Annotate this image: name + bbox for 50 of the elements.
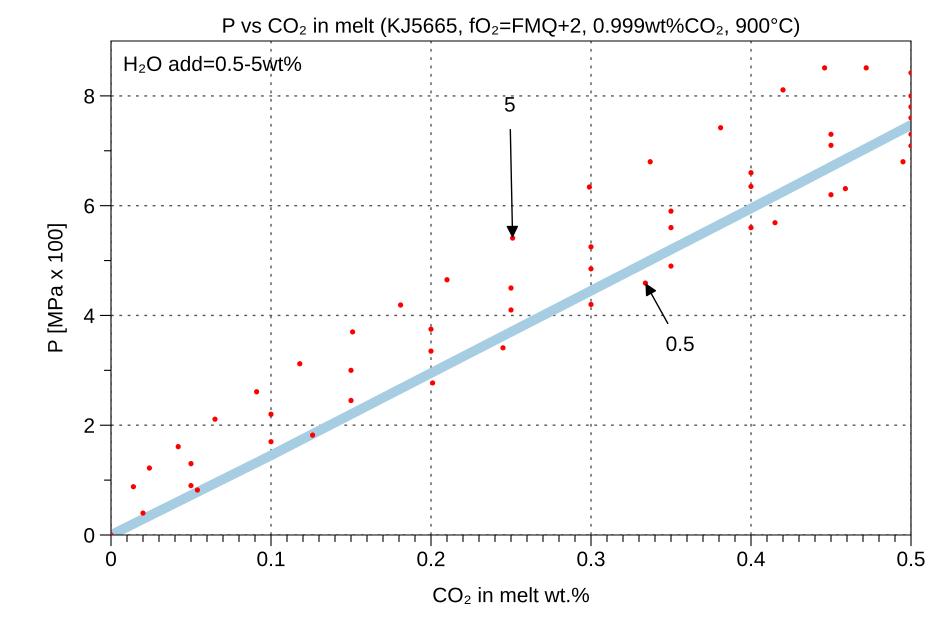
point [648, 159, 653, 164]
point [780, 87, 786, 92]
point [176, 444, 181, 450]
point [668, 263, 674, 269]
point [718, 125, 724, 130]
x-tick-label: 0 [106, 552, 116, 566]
x-tick-label: 0.3 [577, 552, 605, 566]
point [398, 302, 404, 308]
annotation: H₂O add=0.5-5wt% [124, 56, 302, 73]
point [668, 208, 674, 214]
x-tick-label: 0.5 [897, 552, 925, 566]
y-tick-label: 8 [84, 88, 94, 104]
point [822, 65, 828, 70]
point [668, 225, 674, 230]
point [188, 461, 194, 466]
point [194, 487, 200, 493]
point [500, 345, 506, 350]
point [188, 483, 194, 488]
y-tick-label: 2 [84, 418, 94, 433]
annotation: 5 [504, 97, 515, 112]
point [297, 361, 302, 366]
x-tick-label: 0.1 [257, 552, 284, 566]
y-tick-label: 0 [84, 528, 94, 543]
point [140, 510, 146, 516]
x-tick-label: 0.4 [737, 552, 765, 566]
point [348, 398, 354, 404]
point [444, 277, 450, 282]
point [772, 220, 778, 226]
point [864, 65, 869, 70]
point [212, 416, 218, 422]
point [828, 142, 834, 148]
point [310, 432, 316, 438]
point [508, 307, 514, 313]
point [508, 285, 514, 291]
annotation: 0.5 [666, 336, 694, 352]
y-tick-label: 6 [84, 198, 94, 214]
x-tick-label: 0.2 [417, 552, 444, 566]
point [146, 465, 152, 471]
y-axis-title: P [MPa x 100] [47, 224, 67, 352]
y-tick-label: 4 [84, 308, 94, 323]
point [350, 329, 356, 335]
point [348, 368, 354, 373]
point [254, 389, 260, 394]
point [842, 186, 848, 192]
chart-title: P vs CO₂ in melt (KJ5665, fO₂=FMQ+2, 0.999wt%CO₂, 900°C) [223, 18, 800, 37]
point [828, 192, 834, 198]
point [130, 484, 136, 490]
point [828, 132, 834, 137]
point [900, 159, 906, 164]
x-axis-title: CO₂ in melt wt.% [433, 587, 589, 604]
